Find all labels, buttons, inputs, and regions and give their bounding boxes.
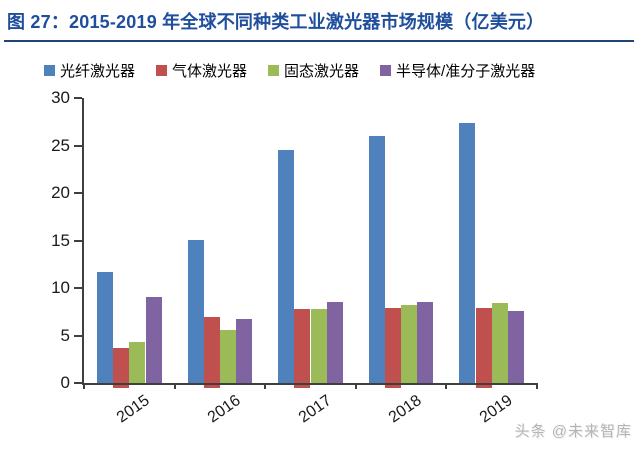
x-axis-label-2015: 2015 bbox=[114, 392, 154, 427]
chart-legend: 光纤激光器 气体激光器 固态激光器 半导体/准分子激光器 bbox=[44, 60, 535, 81]
title-underline bbox=[4, 40, 634, 42]
legend-item-2: 气体激光器 bbox=[156, 60, 247, 81]
bar-2017-series-3 bbox=[310, 308, 327, 383]
bar-2018-series-4 bbox=[417, 302, 434, 383]
bar-2018-series-3 bbox=[401, 305, 418, 383]
y-tick bbox=[74, 97, 82, 99]
y-axis-line bbox=[82, 98, 84, 385]
y-tick bbox=[74, 382, 82, 384]
x-tick bbox=[536, 383, 538, 389]
legend-label: 固态激光器 bbox=[284, 63, 360, 80]
legend-swatch-icon bbox=[156, 65, 168, 76]
legend-label: 气体激光器 bbox=[172, 63, 248, 80]
x-tick bbox=[354, 383, 357, 389]
y-tick bbox=[74, 287, 82, 289]
y-axis-label: 25 bbox=[51, 135, 70, 155]
bar-2019-series-1 bbox=[459, 122, 476, 383]
bar-2015-series-1 bbox=[96, 271, 114, 383]
x-axis-label-2018: 2018 bbox=[385, 392, 425, 427]
y-tick bbox=[74, 192, 82, 194]
x-tick bbox=[173, 383, 176, 389]
legend-label: 半导体/准分子激光器 bbox=[396, 63, 536, 80]
bar-2015-series-3 bbox=[129, 342, 146, 383]
bar-2019-series-3 bbox=[491, 303, 508, 383]
y-axis-label: 5 bbox=[60, 325, 70, 345]
legend-swatch-icon bbox=[44, 65, 55, 76]
legend-item-3: 固态激光器 bbox=[268, 60, 359, 81]
legend-label: 光纤激光器 bbox=[60, 63, 136, 80]
bar-2017-series-2 bbox=[294, 308, 311, 388]
bar-2015-series-4 bbox=[145, 296, 162, 383]
bar-2017-series-4 bbox=[326, 302, 343, 383]
watermark: 头条 @未来智库 bbox=[514, 423, 632, 440]
x-axis-label-2017: 2017 bbox=[295, 392, 335, 427]
x-tick bbox=[445, 383, 448, 389]
y-tick bbox=[74, 144, 82, 147]
bar-2018-series-1 bbox=[368, 136, 385, 383]
bar-2016-series-3 bbox=[219, 329, 237, 383]
legend-swatch-icon bbox=[268, 65, 280, 76]
x-axis-label-2019: 2019 bbox=[476, 392, 516, 427]
y-axis-label: 15 bbox=[51, 230, 70, 250]
bar-2018-series-2 bbox=[384, 307, 402, 388]
bar-2016-series-1 bbox=[187, 239, 204, 383]
bar-2017-series-1 bbox=[278, 150, 295, 383]
y-axis-label: 0 bbox=[60, 373, 70, 392]
legend-swatch-icon bbox=[380, 65, 392, 76]
x-tick bbox=[83, 383, 85, 389]
x-axis-line bbox=[82, 383, 537, 385]
bar-2019-series-4 bbox=[507, 310, 525, 383]
legend-item-1: 光纤激光器 bbox=[44, 60, 135, 81]
y-axis-label: 30 bbox=[51, 88, 70, 107]
y-tick bbox=[74, 334, 82, 337]
x-tick bbox=[264, 383, 267, 389]
y-axis-label: 20 bbox=[51, 183, 70, 202]
bar-2019-series-2 bbox=[475, 307, 492, 388]
page-title: 图 27：2015-2019 年全球不同种类工业激光器市场规模（亿美元） bbox=[7, 12, 545, 32]
x-axis-label-2016: 2016 bbox=[204, 392, 244, 427]
bar-2015-series-2 bbox=[113, 347, 130, 388]
bar-2016-series-2 bbox=[203, 317, 220, 388]
y-axis-label: 10 bbox=[51, 278, 70, 297]
bar-2016-series-4 bbox=[236, 319, 253, 383]
legend-item-4: 半导体/准分子激光器 bbox=[380, 60, 535, 81]
y-tick bbox=[74, 239, 82, 242]
